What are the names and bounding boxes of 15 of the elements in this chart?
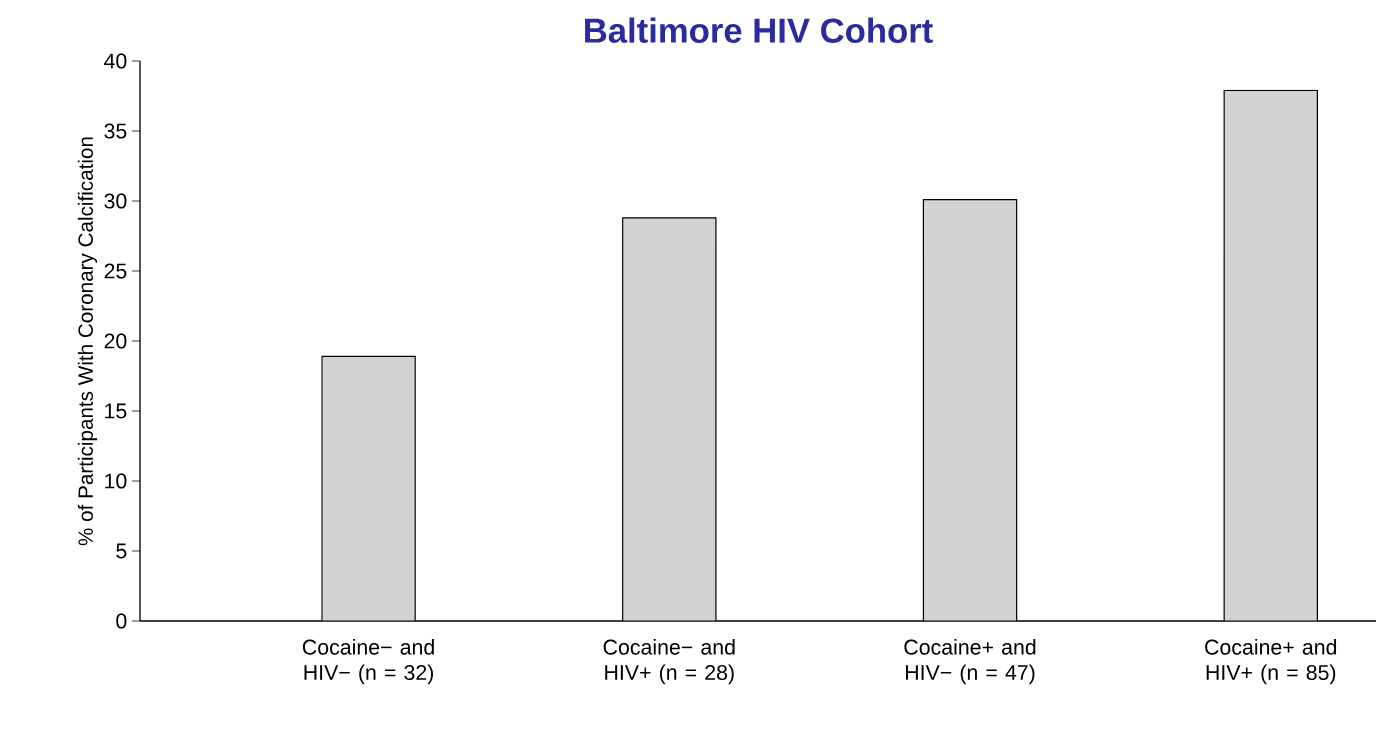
- y-tick-label: 5: [116, 543, 127, 559]
- y-tick-label: 40: [104, 53, 127, 69]
- chart-title: Baltimore HIV Cohort: [585, 17, 933, 43]
- y-tick-label: 0: [116, 613, 127, 629]
- x-tick-label: Cocaine− and HIV− (n = 32): [302, 639, 434, 685]
- y-tick-label: 25: [104, 263, 127, 279]
- x-tick-label: Cocaine− and HIV+ (n = 28): [603, 639, 735, 685]
- y-tick-label: 15: [105, 403, 127, 419]
- y-tick-label: 20: [104, 333, 127, 349]
- x-tick-label: Cocaine+ and HIV− (n = 47): [904, 639, 1036, 685]
- y-tick-label: 35: [104, 123, 127, 139]
- y-tick-label: 30: [104, 193, 127, 209]
- y-tick-label: 10: [105, 473, 127, 489]
- y-axis-title: % of Participants With Coronary Calcification: [77, 137, 98, 546]
- x-tick-label: Cocaine+ and HIV+ (n = 85): [1205, 639, 1337, 685]
